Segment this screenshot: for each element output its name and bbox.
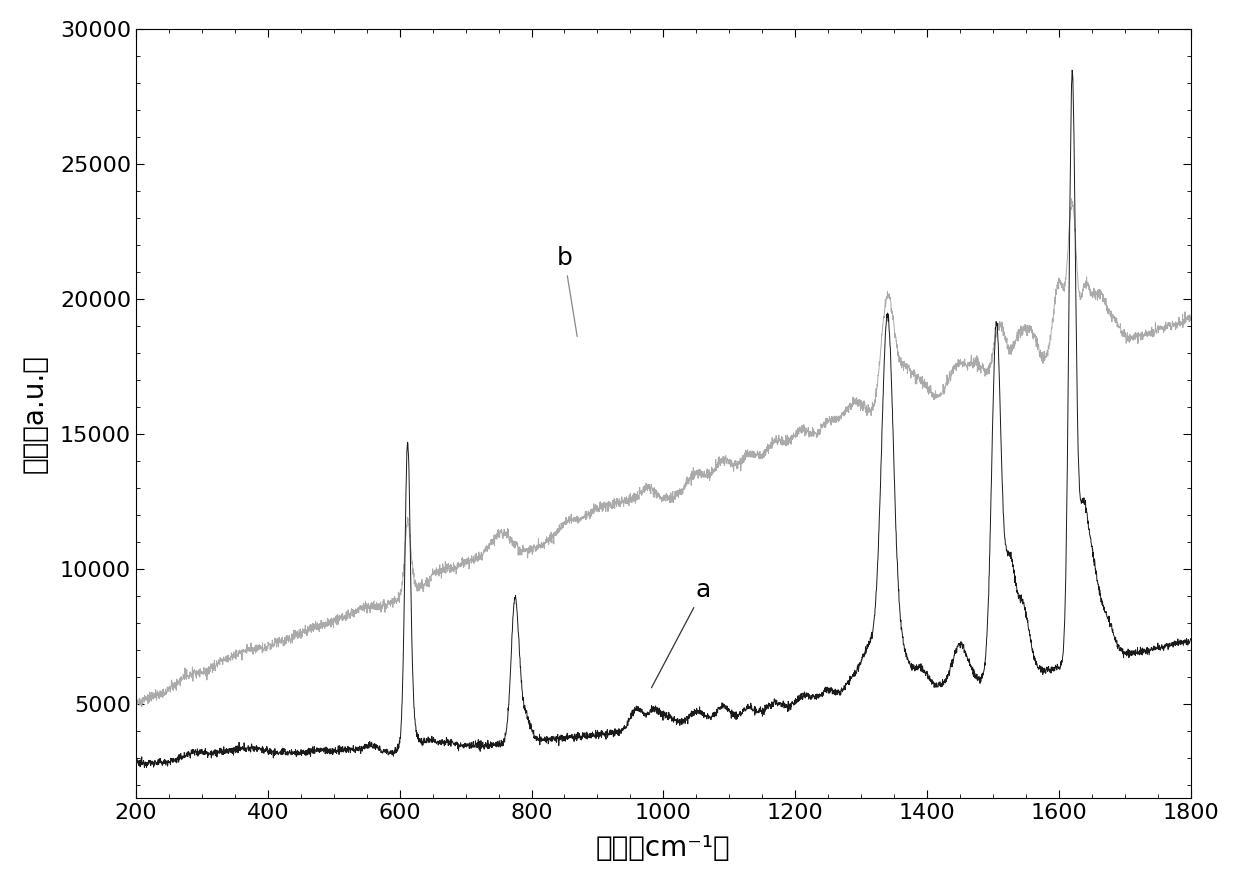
Y-axis label: 强度（a.u.）: 强度（a.u.） xyxy=(21,354,48,473)
Text: a: a xyxy=(651,578,711,688)
Text: b: b xyxy=(557,246,577,336)
X-axis label: 波数（cm⁻¹）: 波数（cm⁻¹） xyxy=(596,834,730,862)
